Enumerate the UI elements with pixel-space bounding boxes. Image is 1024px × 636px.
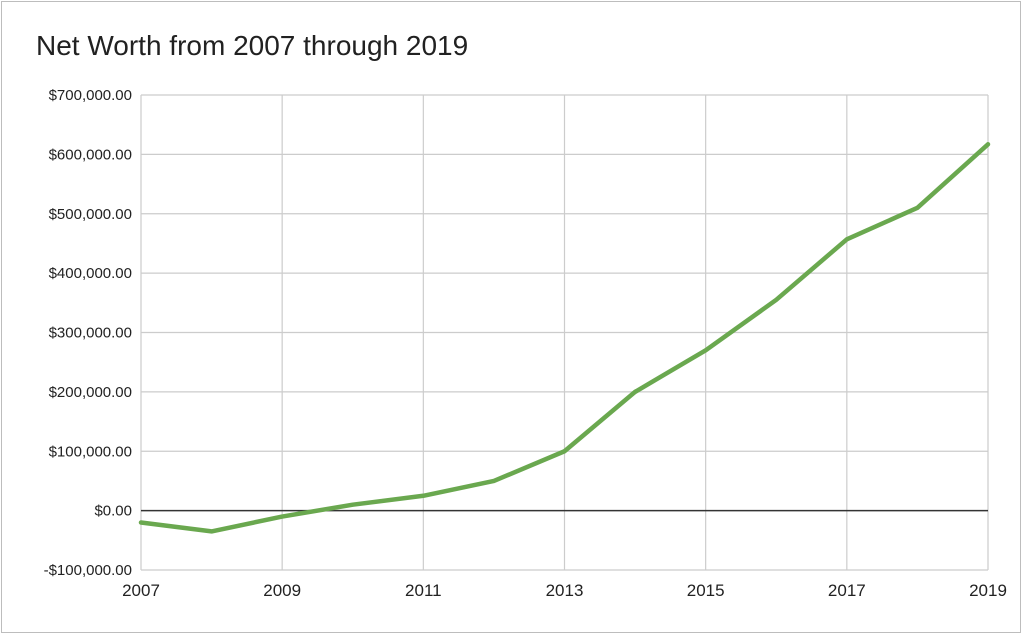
- y-tick-label: $300,000.00: [49, 325, 132, 342]
- chart-title: Net Worth from 2007 through 2019: [36, 30, 469, 61]
- y-tick-label: -$100,000.00: [44, 562, 132, 579]
- x-axis-tick-labels: 2007 2009 2011 2013 2015 2017 2019: [122, 581, 1007, 600]
- y-tick-label: $600,000.00: [49, 146, 132, 163]
- y-tick-label: $400,000.00: [49, 265, 132, 282]
- x-tick-label: 2011: [405, 581, 442, 600]
- y-tick-label: $100,000.00: [49, 443, 132, 460]
- x-tick-label: 2019: [969, 581, 1007, 600]
- x-tick-label: 2009: [263, 581, 301, 600]
- y-axis-tick-labels: $700,000.00 $600,000.00 $500,000.00 $400,00…: [44, 87, 132, 579]
- x-tick-label: 2007: [122, 581, 160, 600]
- y-tick-label: $700,000.00: [49, 87, 132, 104]
- y-tick-label: $200,000.00: [49, 384, 132, 401]
- x-tick-label: 2017: [828, 581, 866, 600]
- x-tick-label: 2015: [687, 581, 725, 600]
- x-tick-label: 2013: [546, 581, 584, 600]
- y-tick-label: $0.00: [94, 503, 132, 520]
- gridlines: [140, 94, 989, 571]
- series-lines: [138, 142, 991, 534]
- y-tick-label: $500,000.00: [49, 206, 132, 223]
